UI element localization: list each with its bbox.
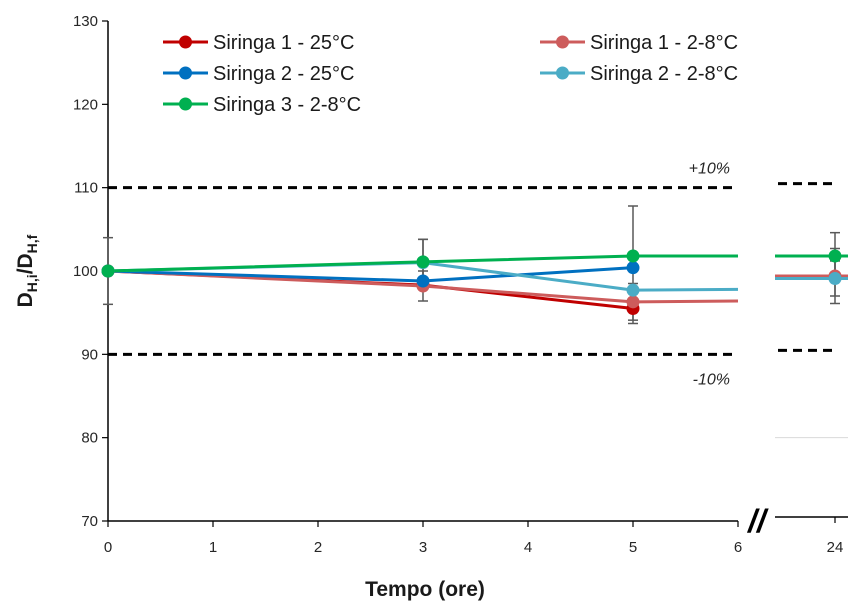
axes: 70 80 90 100 110 120 130 0 1 2 3 4 5 6 24 // xyxy=(73,13,848,556)
y-tick-label: 100 xyxy=(73,263,98,280)
legend-label: Siringa 1 - 2-8°C xyxy=(590,32,738,54)
data-point xyxy=(828,272,842,285)
x-axis-title: Tempo (ore) xyxy=(365,578,485,601)
series-line-5 xyxy=(107,254,634,273)
y-tick-label: 110 xyxy=(74,180,98,197)
series-line-1 xyxy=(107,269,634,310)
y-axis-title-slash: /D xyxy=(14,253,37,274)
data-point xyxy=(626,261,640,275)
y-tick-label: 130 xyxy=(73,13,98,30)
x-tick-label: 3 xyxy=(419,539,427,556)
legend-label: Siringa 1 - 25°C xyxy=(213,32,354,54)
x-tick-label: 2 xyxy=(314,539,322,556)
legend-marker xyxy=(179,97,192,111)
reference-label-2: -10% xyxy=(693,371,730,388)
series-trail-2 xyxy=(632,299,739,304)
y-axis-title-sub1: H,i xyxy=(24,274,40,292)
series-trail-4 xyxy=(632,287,739,292)
data-point xyxy=(626,283,640,297)
series-lines xyxy=(107,254,848,310)
y-tick-label: 90 xyxy=(81,346,98,363)
legend: Siringa 1 - 25°C Siringa 1 - 2-8°C Siringa… xyxy=(163,32,738,116)
legend-label: Siringa 2 - 2-8°C xyxy=(590,63,738,85)
axis-break-mark: // xyxy=(746,503,769,539)
legend-marker xyxy=(179,35,192,49)
x-tick-label: 1 xyxy=(209,539,217,556)
legend-marker xyxy=(556,35,569,49)
y-axis-title: DH,i/DH,f xyxy=(14,234,40,307)
data-point xyxy=(416,274,430,288)
y-tick-label: 70 xyxy=(81,513,98,530)
legend-label: Siringa 3 - 2-8°C xyxy=(213,94,361,116)
series-markers xyxy=(101,249,842,315)
series-line-4 xyxy=(107,261,634,292)
x-tick-label: 6 xyxy=(734,539,742,556)
legend-label: Siringa 2 - 25°C xyxy=(213,63,354,85)
y-tick-label: 120 xyxy=(73,96,98,113)
data-point xyxy=(101,264,115,278)
reference-label-1: +10% xyxy=(689,161,730,178)
data-point xyxy=(416,255,430,269)
y-tick-label: 80 xyxy=(81,430,98,447)
x-tick-label: 4 xyxy=(524,539,532,556)
reference-lines: +10% -10% xyxy=(108,161,836,388)
data-point xyxy=(626,249,640,263)
x-tick-label: 0 xyxy=(104,539,112,556)
x-tick-label: 24 xyxy=(827,539,844,556)
legend-marker xyxy=(179,66,192,80)
data-point xyxy=(626,295,640,309)
y-axis-title-main: D xyxy=(14,292,37,307)
error-bars xyxy=(103,205,840,325)
x-tick-label: 5 xyxy=(629,539,637,556)
series-line-2 xyxy=(107,269,634,304)
data-point xyxy=(828,249,842,263)
legend-marker xyxy=(556,66,569,80)
y-axis-title-sub2: H,f xyxy=(24,234,40,253)
